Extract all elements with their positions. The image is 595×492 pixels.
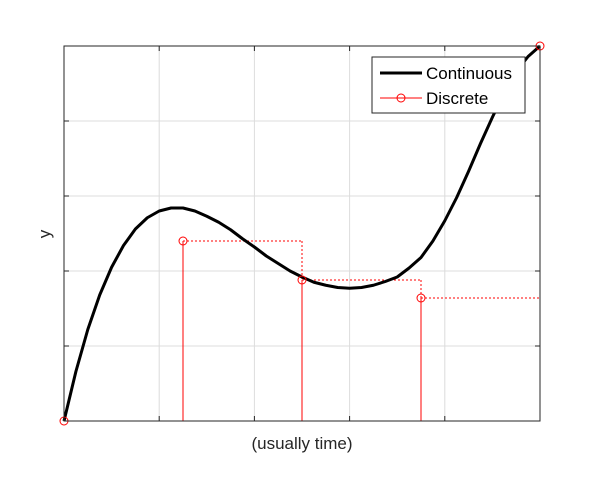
legend: Continuous Discrete [371, 56, 526, 114]
legend-box [371, 56, 526, 114]
discrete-point [416, 293, 426, 303]
continuous-line [62, 44, 541, 422]
legend-marker-discrete [396, 93, 406, 103]
plot-frame [63, 45, 541, 422]
discrete-point [178, 236, 188, 246]
x-axis-label: (usually time) [251, 434, 352, 453]
continuous-curve [62, 44, 541, 422]
legend-label-continuous: Continuous [426, 64, 512, 83]
legend-label-discrete: Discrete [426, 89, 488, 108]
discrete-point [297, 275, 307, 285]
axis-ticks [64, 46, 540, 421]
y-axis-label: y [35, 229, 54, 238]
